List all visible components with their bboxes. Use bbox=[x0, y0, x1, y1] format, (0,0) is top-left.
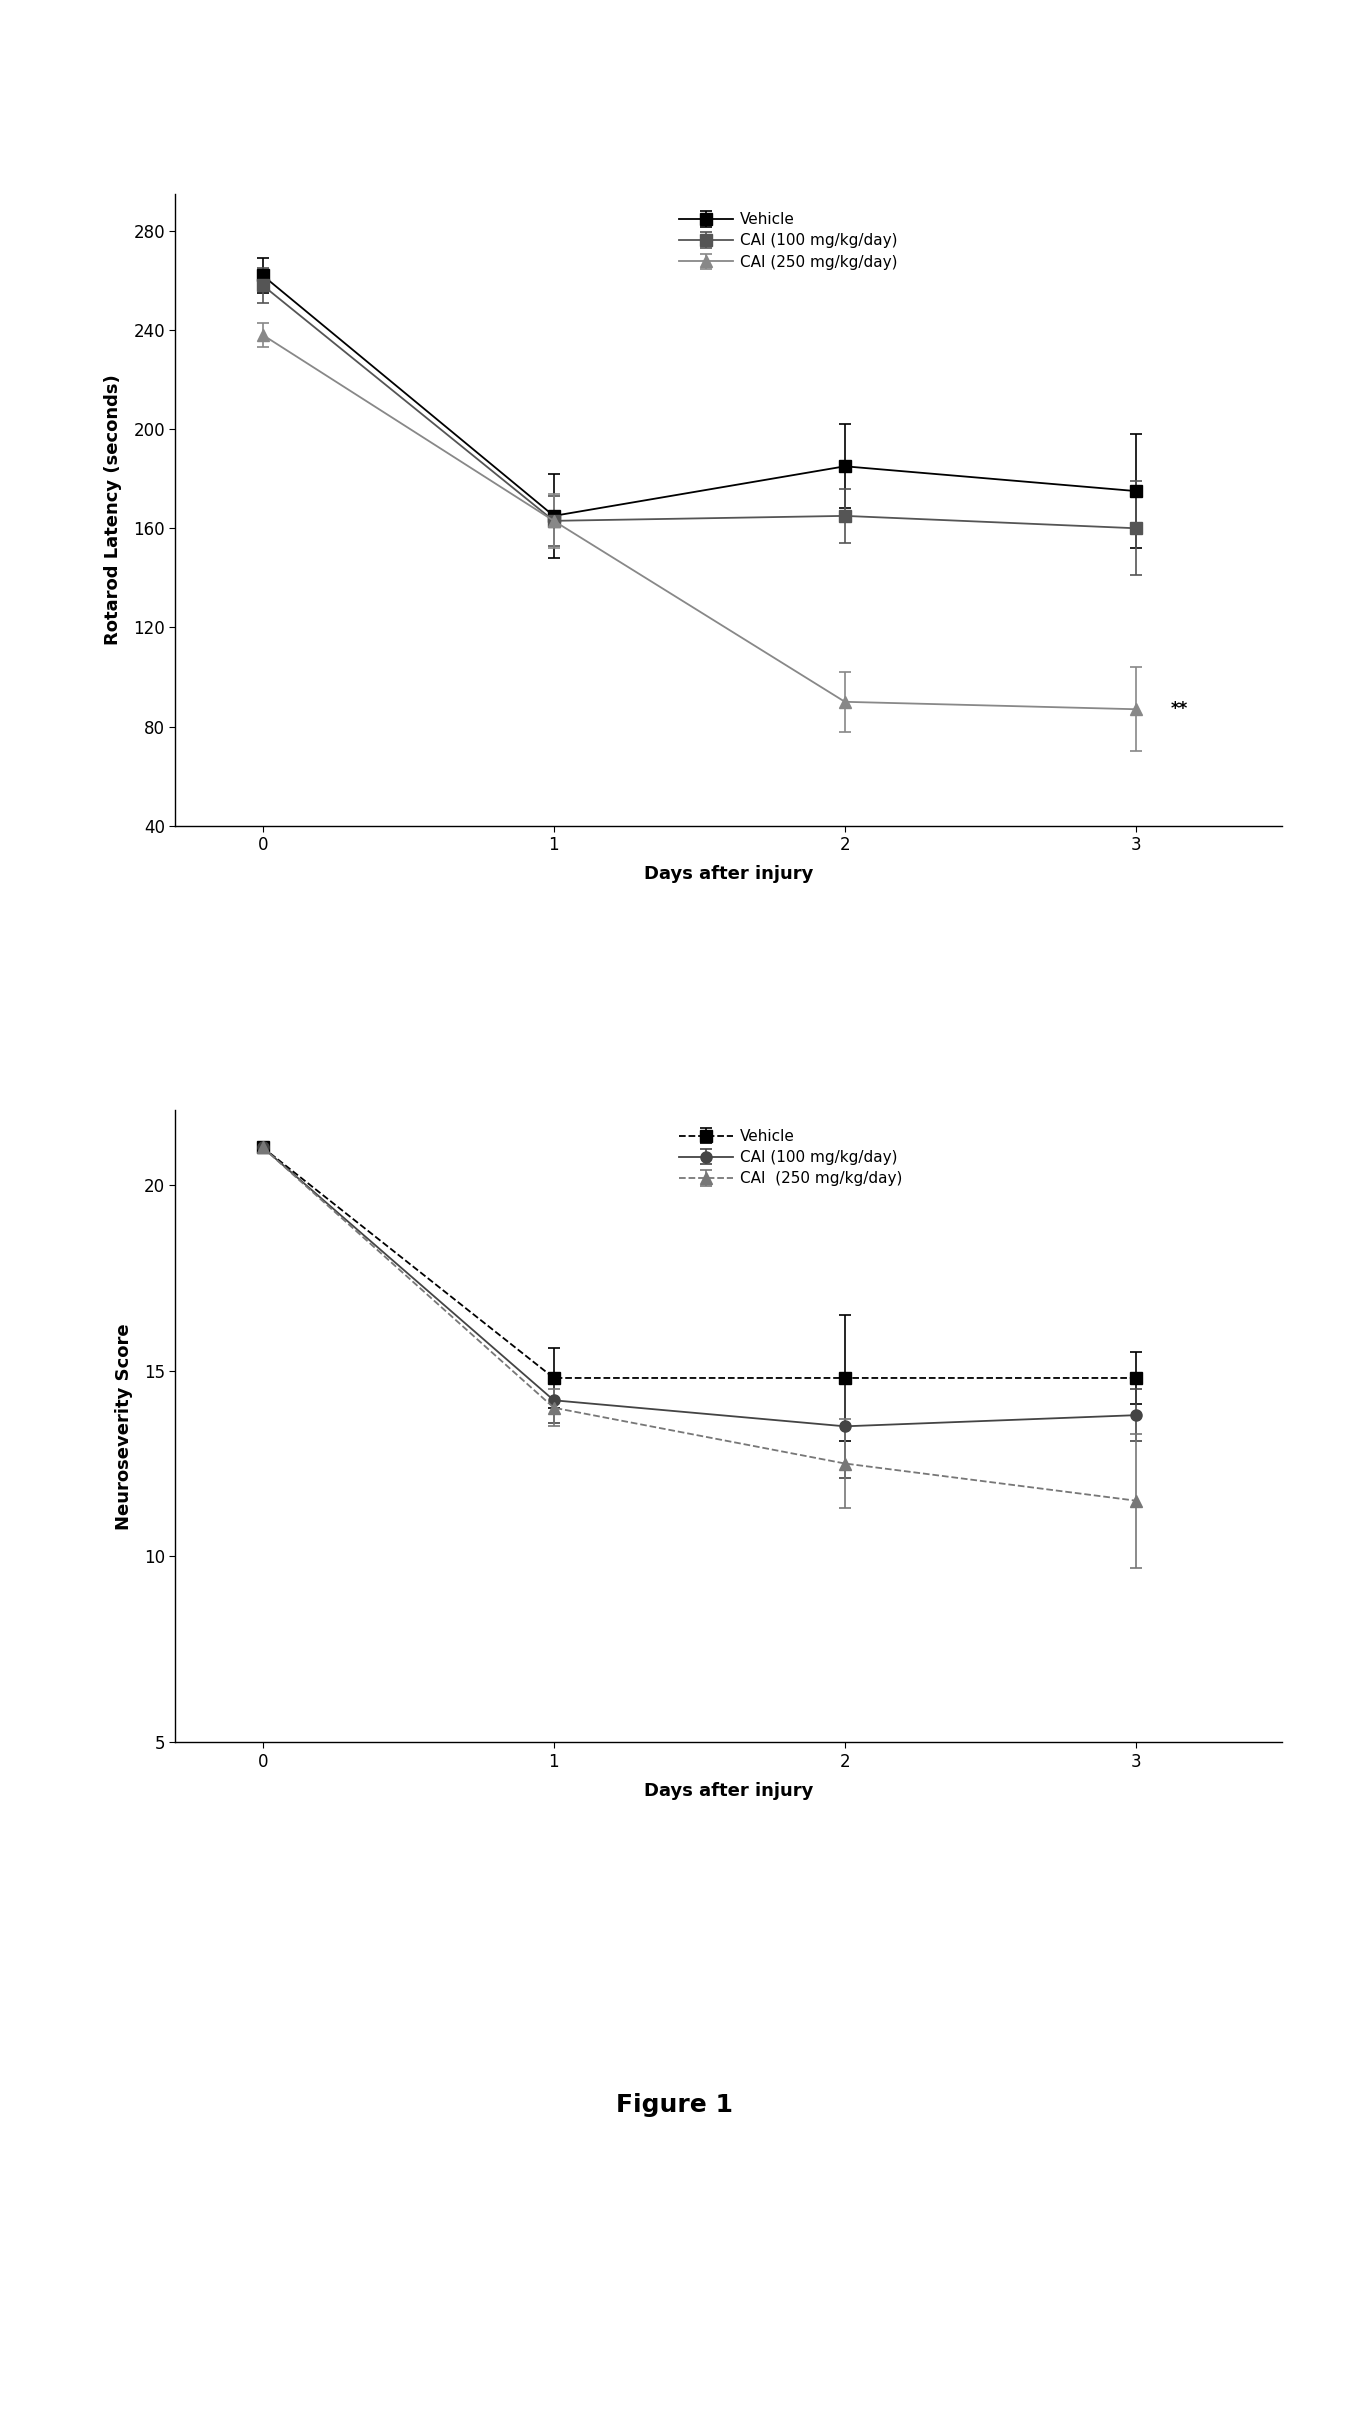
Text: **: ** bbox=[1171, 699, 1188, 719]
Y-axis label: Rotarod Latency (seconds): Rotarod Latency (seconds) bbox=[104, 375, 123, 646]
X-axis label: Days after injury: Days after injury bbox=[643, 866, 813, 883]
Text: Figure 1: Figure 1 bbox=[616, 2093, 733, 2118]
Legend: Vehicle, CAI (100 mg/kg/day), CAI (250 mg/kg/day): Vehicle, CAI (100 mg/kg/day), CAI (250 m… bbox=[673, 206, 904, 276]
Y-axis label: Neuroseverity Score: Neuroseverity Score bbox=[115, 1324, 132, 1529]
Legend: Vehicle, CAI (100 mg/kg/day), CAI  (250 mg/kg/day): Vehicle, CAI (100 mg/kg/day), CAI (250 m… bbox=[673, 1123, 909, 1193]
X-axis label: Days after injury: Days after injury bbox=[643, 1781, 813, 1800]
